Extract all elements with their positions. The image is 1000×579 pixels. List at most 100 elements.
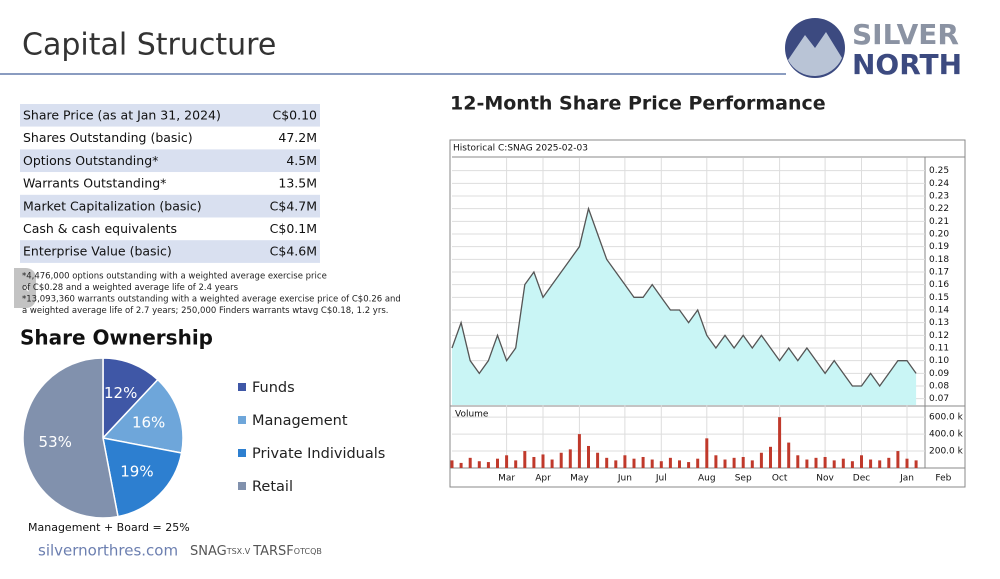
- y-tick-label: 0.20: [929, 230, 949, 240]
- row-value: C$0.1M: [270, 221, 317, 236]
- volume-bar: [723, 459, 727, 468]
- volume-bar: [869, 459, 873, 468]
- pie-slice: [22, 357, 119, 519]
- pie-slice: [102, 357, 159, 440]
- nav-arrow[interactable]: [14, 268, 36, 308]
- row-value: C$4.6M: [270, 244, 317, 259]
- y-tick-label: 0.12: [929, 331, 949, 341]
- y-tick-label: 0.17: [929, 268, 949, 278]
- pie-annotation: Management + Board = 25%: [28, 521, 190, 534]
- y-tick-label: 0.16: [929, 280, 949, 290]
- price-line: [451, 206, 917, 388]
- slice-label: 19%: [120, 462, 153, 480]
- volume-bar: [505, 455, 509, 468]
- volume-bar: [486, 462, 490, 468]
- volume-bar: [896, 451, 900, 468]
- volume-bar: [705, 438, 709, 468]
- volume-label: Volume: [455, 410, 489, 420]
- volume-bar: [750, 460, 754, 468]
- volume-bar: [759, 452, 763, 468]
- volume-bar: [805, 459, 809, 468]
- x-tick-label: Jan: [899, 474, 914, 484]
- y-tick-label: 0.18: [929, 255, 949, 265]
- y-tick-label: 0.10: [929, 356, 949, 366]
- row-value: 47.2M: [278, 130, 317, 145]
- volume-bar: [696, 458, 700, 468]
- volume-bar: [568, 449, 572, 468]
- legend-swatch: [238, 449, 246, 457]
- table-row: [20, 240, 320, 263]
- x-tick-label: May: [570, 474, 589, 484]
- volume-bar: [550, 459, 554, 468]
- row-label: Cash & cash equivalents: [23, 221, 177, 236]
- volume-bar: [841, 458, 845, 468]
- volume-bar: [514, 460, 518, 468]
- logo-mountain: [788, 32, 842, 76]
- volume-bar: [796, 455, 800, 468]
- volume-bar: [641, 456, 645, 468]
- volume-bar: [732, 457, 736, 468]
- x-tick-label: Feb: [935, 474, 951, 484]
- y2-tick-label: 600.0 k: [929, 413, 964, 423]
- pie-title: Share Ownership: [20, 326, 213, 350]
- volume-bar: [659, 461, 663, 468]
- volume-bar: [814, 457, 818, 468]
- x-tick-label: Sep: [735, 474, 752, 484]
- volume-bar: [605, 457, 609, 468]
- legend-swatch: [238, 416, 246, 424]
- y-tick-label: 0.09: [929, 369, 949, 379]
- x-tick-label: Apr: [535, 474, 551, 484]
- volume-bar: [714, 455, 718, 468]
- title: Capital Structure: [22, 28, 276, 63]
- y-tick-label: 0.14: [929, 306, 949, 316]
- volume-bar: [769, 446, 772, 468]
- volume-bar: [778, 417, 782, 468]
- ticker: TARSF: [252, 544, 294, 559]
- row-value: C$0.10: [272, 108, 317, 123]
- y-tick-label: 0.11: [929, 344, 949, 354]
- legend-label: Retail: [252, 479, 293, 495]
- y-tick-label: 0.19: [929, 242, 949, 252]
- x-tick-label: Oct: [772, 474, 788, 484]
- y-tick-label: 0.21: [929, 217, 949, 227]
- volume-bar: [541, 454, 545, 468]
- row-label: Shares Outstanding (basic): [23, 130, 193, 145]
- volume-bar: [878, 460, 882, 468]
- table-row: [20, 217, 320, 241]
- y2-tick-label: 400.0 k: [929, 430, 964, 440]
- volume-bar: [687, 462, 691, 468]
- table-row: [20, 126, 320, 150]
- x-tick-label: Jul: [655, 474, 667, 484]
- x-tick-label: Dec: [853, 474, 870, 484]
- volume-bar: [678, 460, 681, 468]
- legend-swatch: [238, 383, 246, 391]
- x-tick-label: Aug: [698, 474, 716, 484]
- y-tick-label: 0.24: [929, 179, 949, 189]
- legend-label: Funds: [252, 380, 295, 396]
- y-tick-label: 0.13: [929, 318, 949, 328]
- x-tick-label: Mar: [498, 474, 515, 484]
- volume-bar: [787, 442, 791, 468]
- volume-bar: [559, 452, 563, 468]
- row-value: C$4.7M: [270, 198, 317, 213]
- chart-subtitle: Historical C:SNAG 2025-02-03: [453, 144, 588, 154]
- volume-bar: [496, 458, 499, 468]
- footnote: *13,093,360 warrants outstanding with a …: [22, 295, 401, 305]
- legend-label: Management: [252, 413, 348, 429]
- volume-bar: [532, 456, 536, 468]
- row-label: Options Outstanding*: [23, 153, 158, 168]
- volume-bar: [887, 457, 891, 468]
- x-tick-label: Jun: [617, 474, 632, 484]
- footnote: *4,476,000 options outstanding with a we…: [22, 272, 327, 282]
- row-label: Share Price (as at Jan 31, 2024): [23, 108, 221, 123]
- logo-text: SILVER: [852, 18, 959, 51]
- row-label: Market Capitalization (basic): [23, 198, 202, 213]
- volume-bar: [914, 460, 918, 468]
- nav-arrow-icon[interactable]: ‹: [23, 277, 30, 298]
- volume-bar: [459, 462, 463, 468]
- volume-bar: [860, 455, 863, 468]
- footer-ticker: SNAGTSX.V TARSFOTCQB: [190, 544, 322, 559]
- table-row: [20, 149, 320, 173]
- volume-bar: [477, 461, 481, 468]
